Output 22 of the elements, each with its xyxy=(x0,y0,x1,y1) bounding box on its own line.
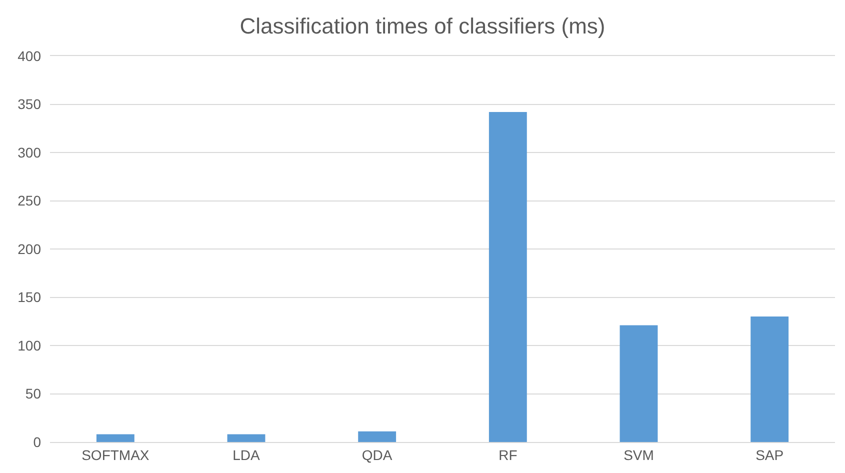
x-tick-label: SAP xyxy=(756,446,784,463)
y-tick-label: 400 xyxy=(18,48,42,64)
y-tick-label: 150 xyxy=(18,289,42,306)
bar xyxy=(358,431,396,442)
x-tick-label: RF xyxy=(498,446,518,463)
bar xyxy=(96,434,134,442)
x-tick-label: QDA xyxy=(362,446,393,463)
x-tick-label: LDA xyxy=(232,446,261,463)
bar xyxy=(750,316,789,442)
y-tick-label: 100 xyxy=(18,337,42,354)
y-tick-label: 350 xyxy=(18,96,42,112)
y-tick-label: 250 xyxy=(18,192,42,209)
chart-title: Classification times of classifiers (ms) xyxy=(240,14,606,39)
x-tick-label: SVM xyxy=(624,446,654,463)
bar xyxy=(620,325,658,442)
bar xyxy=(227,434,266,442)
y-tick-label: 0 xyxy=(33,434,42,450)
bar xyxy=(488,112,527,442)
x-tick-label: SOFTMAX xyxy=(82,446,150,463)
y-tick-label: 200 xyxy=(18,240,42,257)
y-tick-label: 50 xyxy=(25,386,42,402)
y-tick-label: 300 xyxy=(18,144,42,160)
